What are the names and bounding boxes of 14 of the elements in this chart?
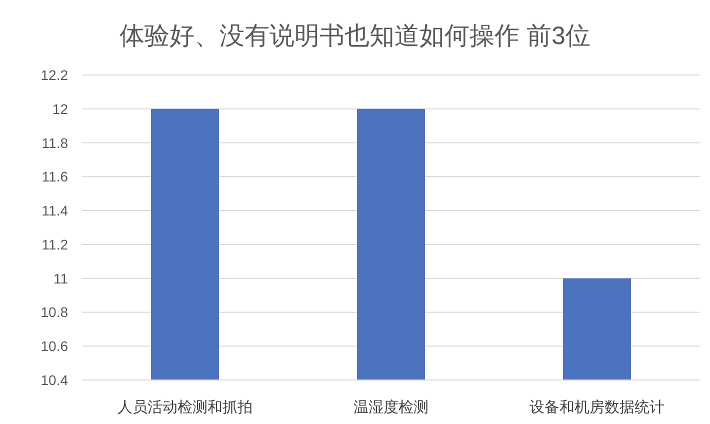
y-tick-label: 11.4 [42, 202, 68, 219]
y-tick-label: 10.8 [40, 304, 68, 320]
x-tick-label: 人员活动检测和抓拍 [118, 399, 252, 416]
x-tick-label: 温湿度检测 [354, 399, 428, 416]
y-tick-label: 12 [52, 100, 68, 117]
y-tick-label: 11.8 [42, 134, 68, 151]
y-tick-label: 12.2 [40, 67, 68, 83]
y-tick-label: 10.6 [40, 338, 68, 354]
y-tick-label: 11.6 [42, 168, 68, 185]
chart-title: 体验好、没有说明书也知道如何操作 前3位 [120, 22, 590, 50]
x-tick-label: 设备和机房数据统计 [530, 399, 664, 416]
y-tick-label: 10.4 [40, 372, 68, 388]
y-tick-label: 11.2 [42, 236, 68, 252]
y-tick-label: 11 [53, 270, 68, 286]
